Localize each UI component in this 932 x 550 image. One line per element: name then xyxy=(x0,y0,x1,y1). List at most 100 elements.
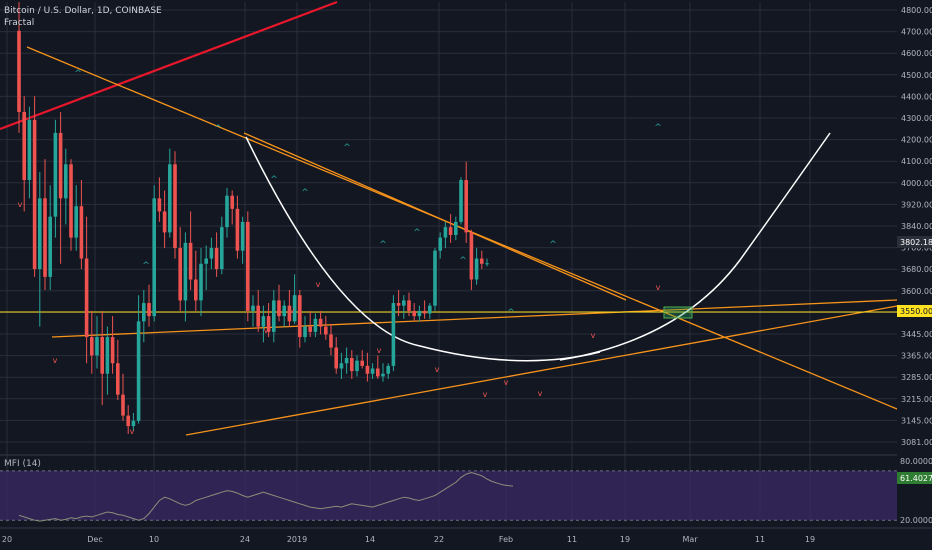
candle xyxy=(417,305,422,322)
candle-body xyxy=(27,119,32,181)
candle-body xyxy=(402,300,406,306)
candle xyxy=(168,148,172,238)
candle-body xyxy=(230,195,234,209)
price-tick-label: 3445.00 xyxy=(901,330,932,339)
candle-body xyxy=(173,164,177,249)
candle xyxy=(126,405,130,434)
target-box xyxy=(663,306,693,319)
candle xyxy=(266,303,271,338)
candle-body xyxy=(178,248,182,301)
candle xyxy=(225,187,229,238)
candle xyxy=(147,284,151,327)
candle xyxy=(386,363,390,379)
last-price-tag-bg xyxy=(897,236,932,248)
candle xyxy=(22,96,26,212)
time-axis[interactable]: 20 Dec 10 24 2019 14 22 Feb 11 19 Mar 11 19 xyxy=(0,527,932,544)
price-tags: 3802.18 3550.00 80.0000 61.4027 20.0000 xyxy=(897,236,932,526)
candle-body xyxy=(454,221,458,235)
level-price-tag: 3550.00 xyxy=(900,307,932,316)
candle xyxy=(79,180,84,270)
candle xyxy=(38,172,42,327)
candle-body xyxy=(162,211,167,233)
candle-body xyxy=(110,337,115,364)
price-tick-label: 4500.00 xyxy=(901,71,932,80)
candle xyxy=(422,300,427,319)
candle-body xyxy=(214,248,219,270)
candle-body xyxy=(339,363,344,369)
candle-body xyxy=(64,164,68,199)
mfi-legend[interactable]: MFI (14) xyxy=(4,459,41,469)
fractal-up-marker: ^ xyxy=(549,240,557,250)
fractal-down-marker: v xyxy=(316,280,321,289)
candle-body xyxy=(126,415,130,427)
candle xyxy=(329,323,333,356)
candle-body xyxy=(240,221,245,251)
candle xyxy=(313,313,318,338)
candle xyxy=(64,148,68,225)
candle xyxy=(469,229,474,290)
mfi-band xyxy=(0,454,897,521)
fractal-up-marker: ^ xyxy=(413,228,421,238)
candle-body xyxy=(58,132,63,199)
candle xyxy=(69,159,73,251)
candle xyxy=(230,190,234,225)
candle-body xyxy=(438,237,442,251)
fractal-down-marker: v xyxy=(656,283,661,292)
price-axis[interactable]: 4800.00 4700.00 4600.00 4500.00 4400.00 4300.… xyxy=(897,0,932,550)
candle-body xyxy=(194,279,198,301)
mfi-path xyxy=(18,471,514,522)
candle-body xyxy=(43,198,47,277)
candle-body xyxy=(282,305,286,317)
candle xyxy=(157,177,162,222)
candle xyxy=(188,211,193,290)
price-tick-label: 3145.00 xyxy=(901,416,932,425)
candle-body xyxy=(251,305,255,311)
price-tick-label: 4300.00 xyxy=(901,114,932,123)
mfi-tag-80: 80.0000 xyxy=(900,457,932,466)
candle xyxy=(240,216,245,264)
time-tick-label: 20 xyxy=(2,535,12,544)
candle-body xyxy=(183,242,188,301)
candle xyxy=(251,295,255,327)
candle xyxy=(454,216,458,241)
candle-body xyxy=(136,321,141,421)
candle xyxy=(334,337,338,374)
candle-body xyxy=(370,368,375,374)
fractal-down-marker: v xyxy=(538,389,543,398)
candle-body xyxy=(350,358,354,372)
candle-body xyxy=(22,111,26,181)
price-tick-label: 3760.00 xyxy=(901,244,932,253)
price-tick-label: 3920.00 xyxy=(901,200,932,209)
candle-body xyxy=(396,303,401,306)
candle xyxy=(105,326,110,395)
candle xyxy=(220,216,224,275)
price-axis-bg xyxy=(897,0,932,550)
time-tick-label: 11 xyxy=(755,535,765,544)
fractal-up-marker: ^ xyxy=(214,124,222,134)
candle xyxy=(318,310,323,335)
candle xyxy=(402,295,406,319)
indicator-label[interactable]: Fractal xyxy=(4,18,35,28)
candle-body xyxy=(266,316,271,332)
fractal-down-marker: v xyxy=(290,306,295,315)
fractal-down-marker: v xyxy=(435,365,440,374)
candle-body xyxy=(287,305,292,322)
fractal-down-marker: v xyxy=(483,390,488,399)
candle xyxy=(95,316,99,369)
candle xyxy=(246,211,250,322)
candle xyxy=(194,250,198,311)
candle-body xyxy=(298,295,302,338)
candle xyxy=(365,352,370,382)
fractal-up-marker: ^ xyxy=(74,69,82,79)
candle xyxy=(277,284,281,322)
candle-body xyxy=(412,310,416,317)
time-tick-label: 10 xyxy=(149,535,159,544)
candle-body xyxy=(225,195,229,228)
candle-body xyxy=(324,326,328,335)
candle-body xyxy=(105,337,110,374)
time-tick-label: 24 xyxy=(240,535,250,544)
candle-body xyxy=(308,326,312,332)
candle-body xyxy=(84,258,89,338)
candle-body xyxy=(407,300,411,311)
